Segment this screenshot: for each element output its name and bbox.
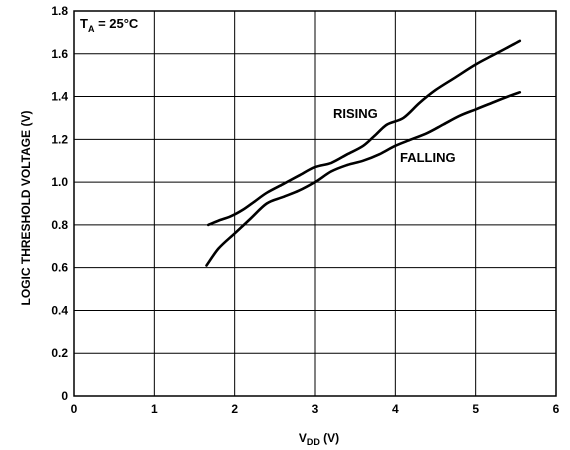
y-tick-label: 1.4 xyxy=(51,90,68,104)
x-axis-main: V xyxy=(299,431,307,445)
condition-sub: A xyxy=(88,24,95,34)
x-tick-label: 1 xyxy=(151,402,158,416)
x-axis-unit: (V) xyxy=(320,431,339,445)
x-axis-title: VDD (V) xyxy=(299,431,339,447)
y-tick-labels: 0 0.2 0.4 0.6 0.8 1.0 1.2 1.4 1.6 1.8 xyxy=(51,4,68,403)
y-tick-label: 0.2 xyxy=(51,346,68,360)
y-tick-label: 0 xyxy=(61,389,68,403)
y-tick-label: 0.4 xyxy=(51,303,68,317)
y-axis-title: LOGIC THRESHOLD VOLTAGE (V) xyxy=(19,111,33,306)
series-curves xyxy=(205,39,522,267)
y-tick-label: 0.6 xyxy=(51,261,68,275)
y-tick-label: 1.2 xyxy=(51,132,68,146)
temperature-condition: TA = 25°C xyxy=(80,16,139,34)
x-tick-label: 3 xyxy=(312,402,319,416)
y-tick-label: 1.6 xyxy=(51,47,68,61)
rising-label: RISING xyxy=(333,106,378,121)
grid-lines xyxy=(74,11,556,396)
x-tick-label: 0 xyxy=(71,402,78,416)
condition-main: T xyxy=(80,16,88,31)
x-tick-label: 5 xyxy=(472,402,479,416)
x-axis-sub: DD xyxy=(307,437,320,447)
x-tick-label: 6 xyxy=(553,402,560,416)
falling-label: FALLING xyxy=(400,150,456,165)
x-tick-labels: 0 1 2 3 4 5 6 xyxy=(71,402,560,416)
plot-frame xyxy=(73,10,557,397)
x-tick-label: 2 xyxy=(231,402,238,416)
y-tick-label: 1.8 xyxy=(51,4,68,18)
y-tick-label: 0.8 xyxy=(51,218,68,232)
x-tick-label: 4 xyxy=(392,402,399,416)
series-line-rising xyxy=(206,39,522,227)
condition-rest: = 25°C xyxy=(94,16,138,31)
y-tick-label: 1.0 xyxy=(51,175,68,189)
series-line-falling xyxy=(205,91,522,267)
